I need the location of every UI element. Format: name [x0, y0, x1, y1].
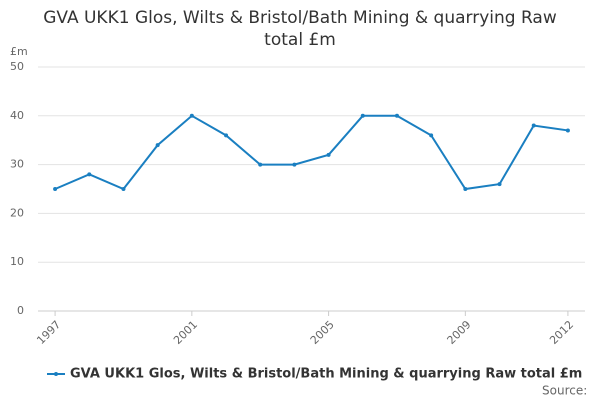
y-tick-label: 40 — [10, 109, 24, 122]
series-line — [54, 114, 569, 191]
x-tick-label: 2009 — [445, 318, 474, 347]
point — [189, 113, 194, 118]
x-tick-label: 2012 — [547, 318, 576, 347]
legend-marker — [54, 372, 58, 376]
point — [429, 133, 434, 138]
y-axis-label: £m — [10, 45, 28, 58]
x-tick-label: 2001 — [171, 318, 200, 347]
point — [155, 143, 160, 148]
point — [394, 113, 399, 118]
source: Source: — [542, 384, 587, 398]
point — [497, 182, 502, 187]
x-tick-label: 2005 — [308, 318, 337, 347]
point — [326, 152, 331, 157]
point — [258, 162, 263, 167]
point — [121, 187, 126, 191]
y-tick-label: 0 — [17, 304, 24, 317]
point — [53, 187, 58, 191]
y-tick-label: 10 — [10, 255, 24, 268]
chart-title: GVA UKK1 Glos, Wilts & Bristol/Bath Mini… — [43, 8, 557, 50]
y-tick-label: 20 — [10, 206, 24, 219]
point — [87, 172, 92, 177]
point — [360, 113, 365, 118]
point — [292, 162, 297, 167]
point — [565, 128, 570, 133]
legend-label: GVA UKK1 Glos, Wilts & Bristol/Bath Mini… — [70, 367, 582, 382]
point — [531, 123, 536, 128]
point — [463, 187, 468, 191]
y-tick-label: 30 — [10, 158, 24, 171]
x-tick-label: 1997 — [34, 318, 63, 347]
point — [224, 133, 229, 138]
y-tick-label: 50 — [10, 60, 24, 73]
